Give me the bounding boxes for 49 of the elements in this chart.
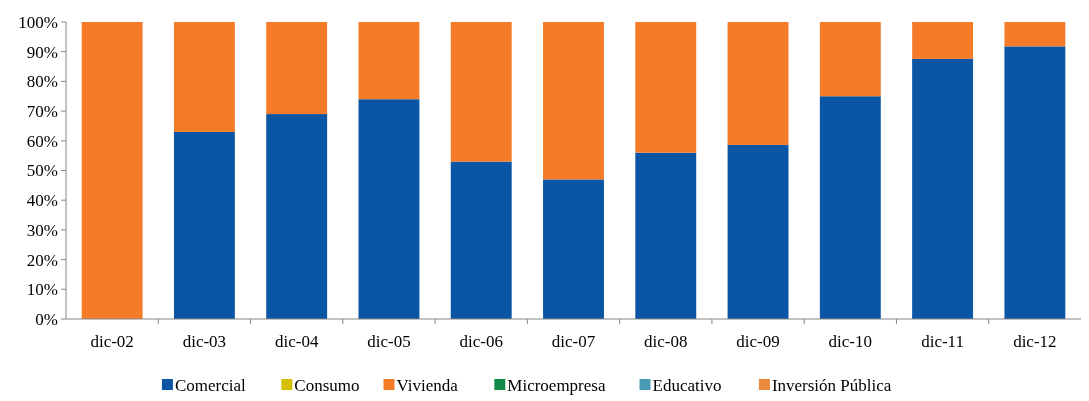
bar: [819, 96, 881, 319]
y-tick-label: 10%: [26, 280, 58, 300]
y-tick-label: 50%: [26, 161, 58, 181]
y-tick-label: 100%: [18, 12, 58, 32]
legend-label: Microempresa: [507, 376, 606, 395]
bar: [912, 22, 974, 59]
legend-label: Inversión Pública: [771, 376, 892, 395]
x-tick-label: dic-06: [459, 332, 503, 351]
legend-label: Consumo: [294, 376, 360, 395]
x-tick-label: dic-04: [274, 332, 319, 351]
bar: [173, 22, 235, 132]
bar: [358, 22, 420, 100]
bar: [727, 144, 789, 319]
x-tick-label: dic-11: [921, 332, 964, 351]
y-tick-label: 40%: [26, 191, 58, 211]
bar: [266, 114, 328, 319]
y-tick-label: 80%: [26, 72, 58, 92]
bar: [635, 22, 697, 153]
bar: [1004, 46, 1066, 319]
x-tick-label: dic-10: [828, 332, 873, 351]
y-tick-label: 0%: [35, 309, 58, 329]
legend-label: Educativo: [652, 376, 722, 395]
bar: [1004, 22, 1066, 47]
bar: [358, 99, 420, 319]
bar: [173, 131, 235, 319]
x-tick-label: dic-08: [644, 332, 688, 351]
bar: [635, 152, 697, 319]
bar: [81, 22, 143, 319]
x-tick-label: dic-03: [182, 332, 227, 351]
bar: [819, 22, 881, 97]
bar: [543, 22, 604, 180]
y-tick-label: 30%: [26, 220, 58, 240]
legend-label: Comercial: [174, 376, 246, 395]
bar: [450, 22, 512, 162]
x-tick-label: dic-02: [90, 332, 134, 351]
x-tick-label: dic-07: [551, 332, 596, 351]
bar: [912, 58, 974, 319]
bar: [543, 179, 604, 319]
x-tick-label: dic-09: [736, 332, 780, 351]
bar: [727, 22, 789, 145]
y-tick-label: 60%: [26, 131, 58, 151]
x-tick-label: dic-05: [367, 332, 411, 351]
x-tick-label: dic-12: [1013, 332, 1057, 351]
y-tick-label: 70%: [26, 102, 58, 122]
bar: [450, 161, 512, 319]
legend-label: Vivienda: [396, 376, 459, 395]
bar: [266, 22, 328, 115]
y-tick-label: 20%: [26, 250, 58, 270]
y-tick-label: 90%: [26, 42, 58, 62]
